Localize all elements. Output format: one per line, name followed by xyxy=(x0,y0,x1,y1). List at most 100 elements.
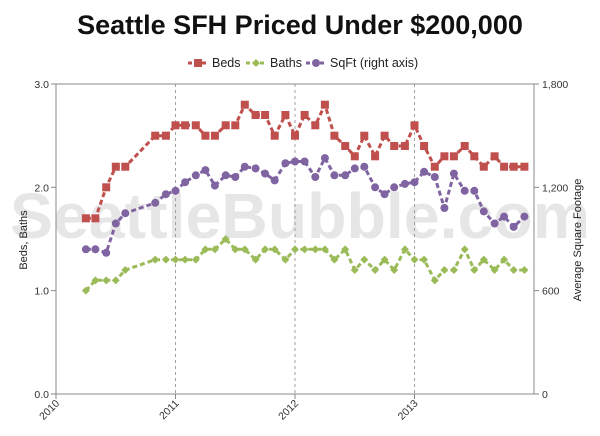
data-point-beds xyxy=(380,131,389,140)
data-point-sqft xyxy=(240,162,249,171)
data-point-sqft xyxy=(490,219,499,228)
data-point-sqft xyxy=(341,171,350,180)
data-point-sqft xyxy=(121,209,130,218)
data-point-baths xyxy=(460,245,469,254)
data-point-beds xyxy=(470,152,479,161)
data-point-baths xyxy=(151,255,160,264)
legend: Beds Baths SqFt (right axis) xyxy=(188,56,418,70)
data-point-sqft xyxy=(210,181,219,190)
data-point-sqft xyxy=(360,162,369,171)
data-point-sqft xyxy=(390,183,399,192)
data-point-sqft xyxy=(161,190,170,199)
data-point-sqft xyxy=(81,245,90,254)
data-point-baths xyxy=(330,255,339,264)
data-point-beds xyxy=(151,131,160,140)
data-point-baths xyxy=(420,255,429,264)
data-point-baths xyxy=(410,255,419,264)
data-point-baths xyxy=(380,255,389,264)
watermark: SeattleBubble.com xyxy=(10,180,590,252)
data-point-baths xyxy=(430,276,439,285)
series-sqft xyxy=(81,154,529,257)
series-baths xyxy=(81,235,529,295)
data-point-baths xyxy=(210,245,219,254)
data-point-baths xyxy=(400,245,409,254)
data-point-beds xyxy=(91,214,100,223)
data-point-beds xyxy=(479,162,488,171)
data-point-beds xyxy=(360,131,369,140)
data-point-beds xyxy=(390,142,399,150)
data-point-beds xyxy=(240,100,249,109)
y-right-tick-label: 1,800 xyxy=(542,79,568,91)
data-point-beds xyxy=(201,131,210,140)
data-point-beds xyxy=(191,121,200,130)
data-point-sqft xyxy=(91,245,100,254)
data-point-baths xyxy=(479,255,488,264)
data-point-baths xyxy=(231,245,240,254)
y-left-tick-label: 3.0 xyxy=(34,79,49,91)
x-tick-label: 2010 xyxy=(37,398,62,423)
legend-item-beds: Beds xyxy=(188,56,241,70)
data-point-beds xyxy=(261,111,270,119)
data-point-baths xyxy=(390,266,399,274)
data-point-beds xyxy=(371,152,380,161)
series xyxy=(81,100,529,295)
data-point-sqft xyxy=(291,157,299,166)
y-left-tick-label: 1.0 xyxy=(34,286,49,298)
data-point-baths xyxy=(341,245,350,254)
data-point-baths xyxy=(102,276,111,285)
data-point-baths xyxy=(91,276,100,285)
data-point-baths xyxy=(201,245,210,254)
data-point-sqft xyxy=(311,173,320,181)
data-point-baths xyxy=(270,245,279,254)
data-point-beds xyxy=(400,142,409,150)
data-point-baths xyxy=(470,266,479,274)
data-point-sqft xyxy=(181,178,190,187)
data-point-baths xyxy=(281,255,290,264)
data-point-beds xyxy=(460,142,469,150)
data-point-beds xyxy=(449,152,458,161)
grid xyxy=(175,84,415,394)
data-point-baths xyxy=(350,266,359,274)
data-point-beds xyxy=(311,121,320,130)
data-point-beds xyxy=(430,162,439,171)
legend-item-baths: Baths xyxy=(246,56,302,70)
data-point-beds xyxy=(171,121,180,130)
y-axis-right-title: Average Square Footage xyxy=(572,179,584,302)
data-point-baths xyxy=(81,286,90,295)
data-point-sqft xyxy=(430,173,439,181)
data-point-sqft xyxy=(479,207,488,216)
data-point-sqft xyxy=(201,166,210,175)
data-point-beds xyxy=(300,111,309,119)
data-point-sqft xyxy=(171,186,180,195)
data-point-baths xyxy=(520,266,529,274)
data-point-beds xyxy=(500,162,509,171)
data-point-beds xyxy=(291,131,299,140)
data-point-baths xyxy=(261,245,270,254)
data-point-beds xyxy=(320,100,329,109)
data-point-sqft xyxy=(151,198,160,207)
data-point-beds xyxy=(111,162,120,171)
data-point-baths xyxy=(320,245,329,254)
data-point-sqft xyxy=(191,171,200,180)
data-point-sqft xyxy=(330,171,339,180)
legend-item-sqft: SqFt (right axis) xyxy=(306,56,418,70)
data-point-baths xyxy=(291,245,299,254)
data-point-baths xyxy=(191,255,200,264)
data-point-baths xyxy=(490,266,499,274)
data-point-beds xyxy=(520,162,529,171)
legend-label-sqft: SqFt (right axis) xyxy=(330,56,418,70)
data-point-beds xyxy=(181,121,190,130)
data-point-sqft xyxy=(380,190,389,199)
data-point-baths xyxy=(500,255,509,264)
data-point-sqft xyxy=(261,169,270,178)
data-point-baths xyxy=(221,235,230,243)
data-point-sqft xyxy=(520,212,529,221)
data-point-sqft xyxy=(221,171,230,180)
data-point-baths xyxy=(440,266,449,274)
data-point-beds xyxy=(410,121,419,130)
data-point-sqft xyxy=(400,179,409,188)
data-point-sqft xyxy=(449,169,458,178)
data-point-baths xyxy=(181,255,190,264)
y-axis-left-title: Beds, Baths xyxy=(18,210,30,270)
